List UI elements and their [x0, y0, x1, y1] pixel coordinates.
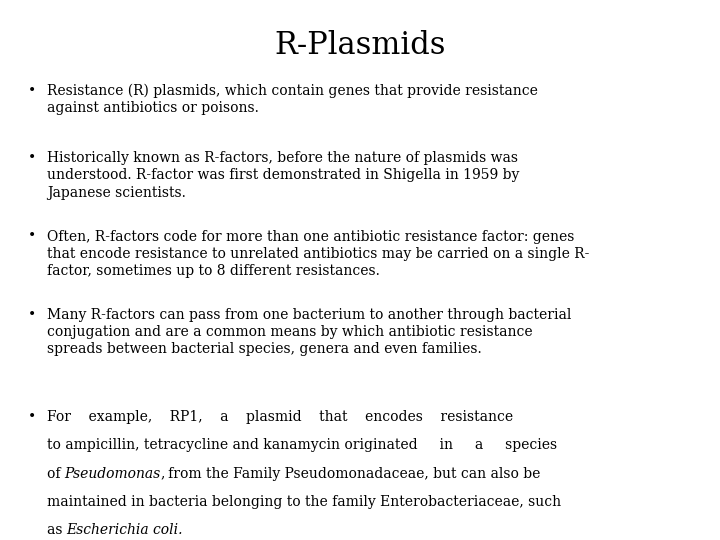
- Text: •: •: [28, 230, 37, 244]
- Text: R-Plasmids: R-Plasmids: [274, 30, 446, 60]
- Text: as: as: [47, 523, 67, 537]
- Text: For    example,    RP1,    a    plasmid    that    encodes    resistance: For example, RP1, a plasmid that encodes…: [47, 410, 513, 424]
- Text: •: •: [28, 410, 37, 424]
- Text: Many R-factors can pass from one bacterium to another through bacterial
conjugat: Many R-factors can pass from one bacteri…: [47, 308, 571, 356]
- Text: Often, R-factors code for more than one antibiotic resistance factor: genes
that: Often, R-factors code for more than one …: [47, 230, 589, 278]
- Text: Escherichia coli.: Escherichia coli.: [67, 523, 183, 537]
- Text: Pseudomonas: Pseudomonas: [65, 467, 161, 481]
- Text: , from the Family Pseudomonadaceae, but can also be: , from the Family Pseudomonadaceae, but …: [161, 467, 540, 481]
- Text: Resistance (R) plasmids, which contain genes that provide resistance
against ant: Resistance (R) plasmids, which contain g…: [47, 84, 538, 116]
- Text: •: •: [28, 308, 37, 322]
- Text: maintained in bacteria belonging to the family Enterobacteriaceae, such: maintained in bacteria belonging to the …: [47, 495, 561, 509]
- Text: of: of: [47, 467, 65, 481]
- Text: •: •: [28, 151, 37, 165]
- Text: Historically known as R-factors, before the nature of plasmids was
understood. R: Historically known as R-factors, before …: [47, 151, 519, 200]
- Text: •: •: [28, 84, 37, 98]
- Text: to ampicillin, tetracycline and kanamycin originated     in     a     species: to ampicillin, tetracycline and kanamyci…: [47, 438, 557, 453]
